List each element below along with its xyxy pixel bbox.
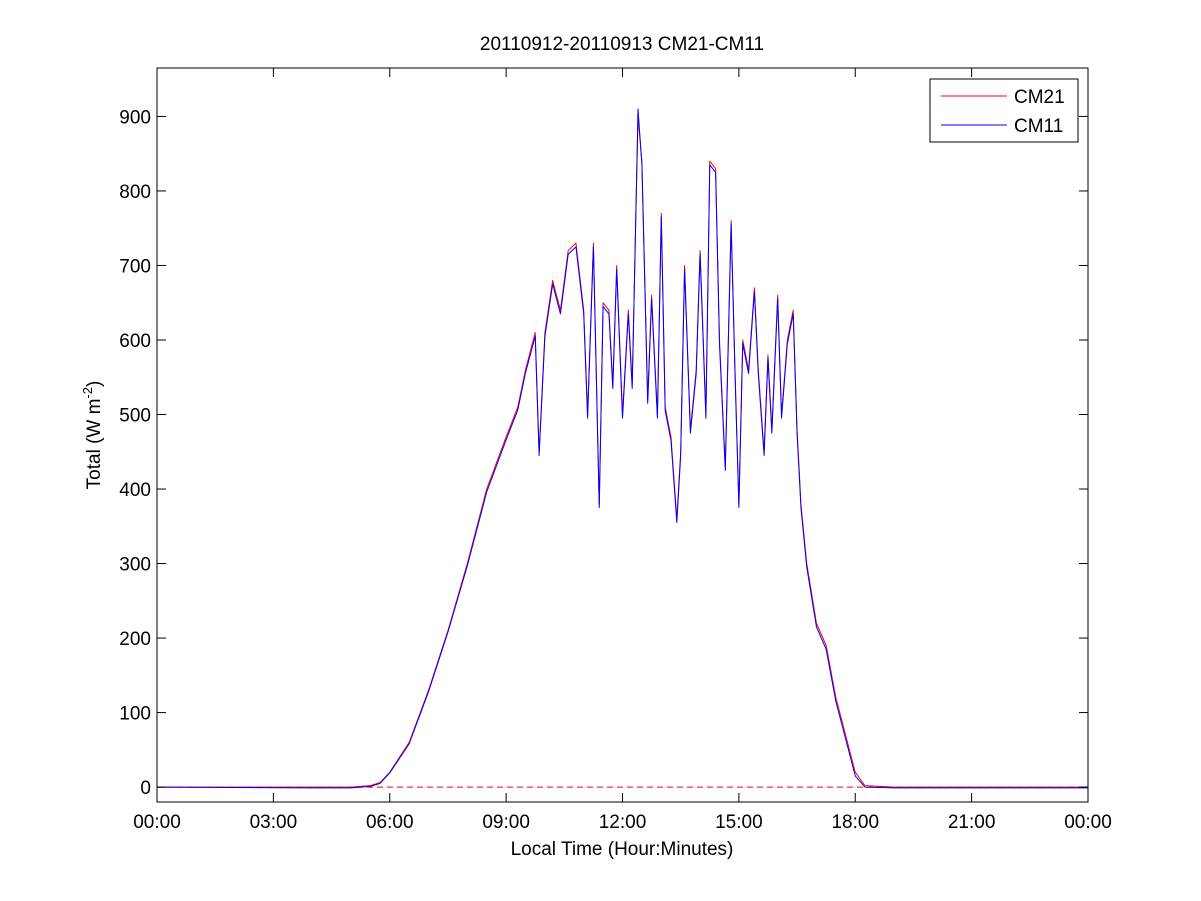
y-tick-label-3: 300 [119,555,151,576]
y-tick-label-4: 400 [119,480,151,501]
y-tick-label-6: 600 [119,331,151,352]
y-tick-label-2: 200 [119,629,151,650]
y-axis-label-superscript: -2 [80,387,95,399]
series-line-cm11 [157,108,1088,789]
legend-box [929,78,1079,143]
x-tick-label-3: 09:00 [482,812,530,833]
x-axis-label: Local Time (Hour:Minutes) [511,839,734,860]
plot-area: 00:00 03:00 06:00 09:00 12:00 15:00 18:00 21:00… [119,67,1112,833]
y-tick-label-8: 800 [119,182,151,203]
legend-label-cm21: CM21 [1014,87,1065,108]
y-tick-label-9: 900 [119,107,151,128]
x-tick-label-2: 06:00 [366,812,414,833]
x-tick-label-7: 21:00 [948,812,996,833]
legend-label-cm11: CM11 [1014,116,1063,137]
y-axis-label: Total (W m-2) [80,381,105,490]
x-tick-label-8: 00:00 [1064,812,1112,833]
y-tick-label-5: 500 [119,406,151,427]
y-tick-label-1: 100 [119,704,151,725]
tick-layer: 00:00 03:00 06:00 09:00 12:00 15:00 18:00 21:00… [119,68,1112,833]
x-tick-label-4: 12:00 [599,812,647,833]
legend: CM21 CM11 [929,78,1079,143]
chart-title: 20110912-20110913 CM21-CM11 [480,34,764,55]
y-tick-label-7: 700 [119,256,151,277]
y-tick-label-0: 0 [140,778,151,799]
y-axis-label-main: Total (W m [84,399,105,490]
x-tick-label-1: 03:00 [250,812,298,833]
x-tick-label-0: 00:00 [133,812,181,833]
x-tick-label-5: 15:00 [715,812,763,833]
series-layer [157,108,1088,789]
x-tick-label-6: 18:00 [831,812,879,833]
y-axis-label-close: ) [84,381,105,387]
